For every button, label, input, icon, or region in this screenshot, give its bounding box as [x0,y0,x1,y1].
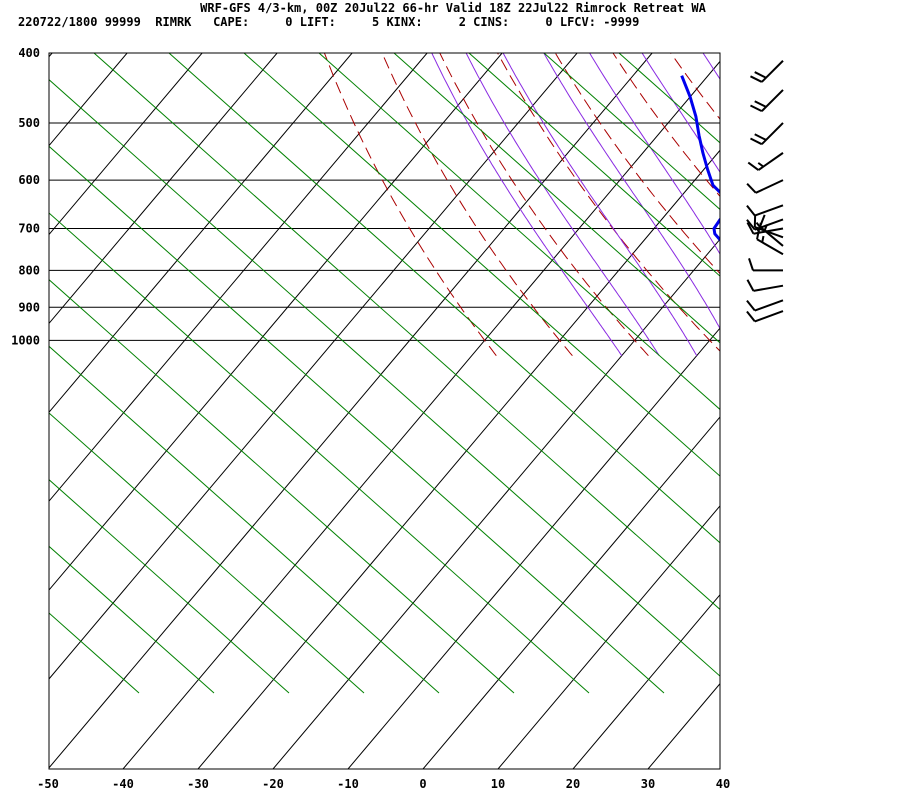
isotherm-line [49,53,653,769]
mixing-ratio-line [543,53,720,211]
dry-adiabat-line [612,53,720,198]
moist-adiabat-line [589,53,720,255]
mixing-ratio-line [49,345,440,694]
isotherm-line [49,53,428,502]
moist-adiabat-line [465,53,660,356]
axis-ticks: -50 -40 -30 -20 -10 0 10 20 30 40 400 500 600 700 800 9… [11,46,730,791]
moist-adiabat-line [848,45,900,356]
dry-adiabat-line [381,53,573,357]
wind-barb [746,279,784,292]
mixing-ratio-line [93,53,720,611]
dry-adiabat-line [554,53,720,275]
wind-barb [746,310,784,323]
wind-barb [746,299,784,312]
dry-adiabat-line [837,45,900,356]
isotherm-line [49,53,278,325]
y-tick-label: 900 [18,300,40,314]
wind-barb [746,218,784,231]
mixing-ratio-line [49,278,515,694]
mixing-ratio-line [468,53,720,277]
temperature-trace [818,76,900,312]
wind-barb [750,89,784,113]
dry-adiabat-line [780,45,900,356]
moist-adiabat-line [543,53,720,330]
x-tick-label: 40 [716,777,730,791]
sounding-traces [680,75,900,312]
x-tick-label: 0 [419,777,426,791]
x-tick-label: 10 [491,777,505,791]
x-tick-label: -20 [262,777,284,791]
wind-barb [746,204,784,217]
dry-adiabat-line [723,45,900,356]
isotherm-line [347,327,720,769]
isotherm-line [49,53,503,591]
x-tick-label: -30 [187,777,209,791]
dewpoint-trace [680,75,720,243]
y-tick-label: 800 [18,263,40,277]
isotherm-line [49,53,203,236]
wind-barb [747,152,784,171]
dry-adiabat-line [439,53,649,357]
moist-adiabat-line [769,45,885,356]
mixing-ratio-line [393,53,720,344]
mixing-ratio-line [49,545,215,694]
isotherm-line [647,682,720,769]
y-tick-label: 500 [18,116,40,130]
mixing-ratio-line [618,53,720,144]
mixing-ratio-line [49,478,290,694]
wind-barb [750,60,784,83]
wind-barbs-column [746,60,784,323]
station-indices-line: 220722/1800 99999 RIMRK CAPE: 0 LIFT: 5 … [18,15,640,29]
background-lines [49,45,900,769]
mixing-ratio-line [49,212,590,694]
wind-barb [748,258,783,272]
isotherm-line [49,53,53,58]
mixing-ratio-line [168,53,720,544]
mixing-ratio-line [318,53,720,411]
x-tick-label: -50 [37,777,59,791]
isotherm-line [49,53,353,414]
moist-adiabat-line [431,53,623,356]
moist-adiabat-line [641,53,720,173]
wind-barb [746,179,784,194]
moist-adiabat-line [502,53,698,356]
mixing-ratio-line [49,145,665,694]
x-tick-label: 30 [641,777,655,791]
dry-adiabat-line [895,45,900,356]
isotherm-line [723,53,900,769]
isotherm-line [272,238,720,769]
y-tick-label: 400 [18,46,40,60]
plot-frame [48,52,721,770]
isotherm-line [197,149,720,769]
y-tick-label: 700 [18,221,40,235]
y-tick-label: 600 [18,173,40,187]
x-tick-label: -10 [337,777,359,791]
wind-barb [750,122,784,146]
isotherm-line [422,416,720,769]
y-tick-label: 1000 [11,333,40,347]
x-tick-label: -40 [112,777,134,791]
isotherm-line [497,505,720,769]
dry-adiabat-line [497,53,720,352]
mixing-ratio-line [243,53,720,477]
isotherm-line [572,594,720,769]
mixing-ratio-line [49,78,720,677]
isotherm-line [122,60,720,769]
chart-title: WRF-GFS 4/3-km, 00Z 20Jul22 66-hr Valid … [200,1,706,15]
x-tick-label: 20 [566,777,580,791]
isotherm-line [49,53,578,680]
mixing-ratio-line [49,412,365,694]
